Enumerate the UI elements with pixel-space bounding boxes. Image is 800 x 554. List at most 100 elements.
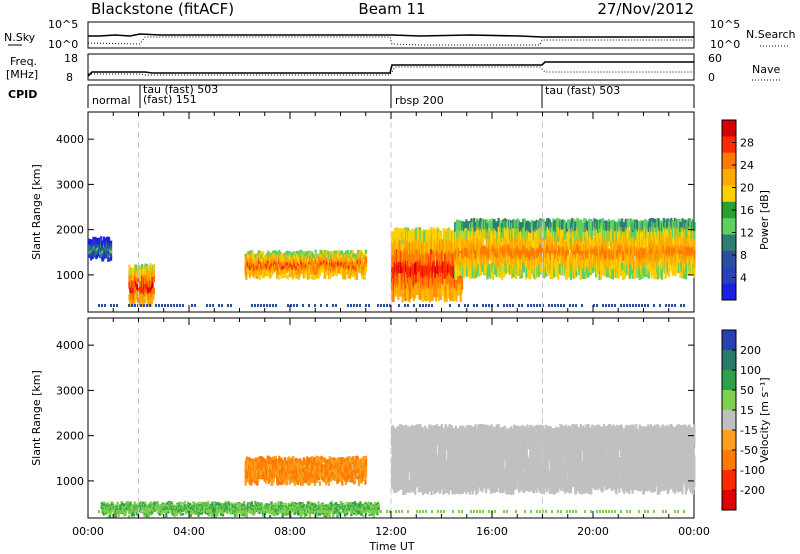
power-echo-cell [550, 268, 553, 279]
ground-scatter-cell [113, 304, 115, 307]
power-echo-cell [348, 262, 352, 267]
power-echo-cell [605, 249, 608, 260]
power-echo-cell [633, 228, 636, 238]
power-echo-cell [267, 257, 270, 262]
power-echo-cell [647, 231, 650, 242]
power-echo-cell [562, 219, 565, 229]
vel-echo-cell [313, 481, 317, 486]
power-echo-cell [588, 244, 591, 254]
ground-scatter-cell [110, 304, 112, 307]
power-echo-cell [645, 247, 648, 257]
vel-echo-cell [412, 458, 415, 470]
power-echo-cell [635, 230, 638, 241]
power-echo-cell [582, 269, 585, 279]
power-echo-cell [466, 257, 469, 268]
power-echo-cell [257, 260, 261, 265]
power-echo-cell [689, 246, 692, 256]
nsearch-tick-bottom: 10^0 [710, 38, 740, 51]
power-echo-cell [492, 270, 495, 280]
power-echo-cell [533, 239, 536, 250]
vel-echo-cell [392, 426, 395, 438]
power-echo-cell [492, 265, 495, 275]
ground-scatter-cell [269, 304, 271, 307]
nsky-label: N.Sky [4, 31, 36, 44]
power-echo-cell [148, 299, 151, 307]
ground-scatter-cell [194, 304, 196, 307]
vel-echo-cell [342, 467, 345, 472]
vel-echo-cell [296, 473, 299, 479]
power-echo-cell [398, 228, 401, 241]
nave-label: Nave [752, 63, 780, 76]
power-echo-cell [318, 271, 321, 276]
power-echo-cell [282, 265, 285, 271]
vel-echo-cell [360, 471, 363, 476]
power-echo-cell [90, 247, 93, 251]
nsky-tick-bottom: 10^0 [48, 38, 78, 51]
vel-echo-cell [244, 481, 247, 486]
vel-echo-cell [344, 480, 347, 485]
vel-echo-cell [276, 481, 279, 486]
power-echo-cell [300, 265, 303, 270]
vel-echo-cell [248, 476, 251, 481]
power-echo-cell [261, 273, 264, 279]
power-echo-cell [582, 222, 585, 233]
power-echo-cell [348, 270, 352, 275]
power-echo-cell [351, 250, 354, 255]
vel-echo-cell [309, 460, 312, 465]
vel-echo-cell [275, 458, 278, 464]
power-echo-cell [90, 243, 93, 248]
power-echo-cell [110, 250, 113, 255]
power-echo-cell [330, 253, 333, 258]
y-tick-label: 4000 [56, 133, 84, 146]
power-echo-cell [668, 267, 671, 278]
power-echo-cell [365, 249, 368, 254]
power-echo-cell [417, 261, 420, 273]
power-echo-cell [600, 265, 603, 275]
power-echo-cell [395, 238, 399, 250]
power-echo-cell [327, 270, 331, 275]
vel-echo-cell [404, 483, 407, 495]
vel-echo-cell [424, 427, 427, 439]
vel-echo-cell [351, 474, 354, 479]
power-echo-cell [152, 270, 156, 277]
power-echo-cell [625, 253, 628, 263]
vel-echo-cell [318, 473, 321, 478]
power-echo-cell [434, 243, 437, 256]
power-echo-cell [91, 255, 94, 259]
ground-scatter-cell [569, 304, 571, 307]
power-echo-cell [412, 231, 415, 244]
ground-scatter-cell [257, 304, 259, 307]
power-echo-cell [516, 227, 519, 237]
power-echo-cell [442, 250, 445, 262]
vel-echo-cell [248, 464, 251, 469]
cpid-segment-tau-a: tau (fast) 503 [143, 83, 218, 96]
ground-scatter-cell [428, 304, 430, 307]
vel-echo-cell [431, 436, 434, 448]
ground-scatter-cell [176, 304, 178, 307]
power-echo-cell [550, 262, 554, 272]
power-echo-cell [316, 273, 319, 279]
power-echo-cell [328, 274, 331, 280]
power-echo-cell [621, 270, 624, 280]
power-echo-cell [280, 254, 283, 259]
power-echo-cell [505, 263, 508, 274]
power-echo-cell [320, 264, 324, 270]
power-echo-cell [302, 258, 305, 263]
power-echo-cell [525, 241, 528, 252]
vel-echo-cell [351, 456, 354, 461]
vel-echo-cell [365, 462, 368, 467]
ground-scatter-cell [620, 304, 622, 307]
power-echo-cell [532, 256, 535, 267]
vel-echo-cell [393, 449, 396, 461]
vel-echo-cell [313, 460, 316, 465]
power-echo-cell [131, 268, 135, 276]
ground-scatter-cell [680, 304, 682, 307]
cpid-label: CPID [8, 88, 37, 101]
power-echo-cell [506, 262, 509, 273]
power-echo-cell [330, 268, 333, 274]
vel-echo-cell [409, 437, 412, 449]
ground-scatter-cell [464, 304, 466, 307]
power-echo-cell [248, 273, 251, 278]
power-echo-cell [276, 270, 279, 275]
vel-echo-cell [347, 475, 350, 480]
